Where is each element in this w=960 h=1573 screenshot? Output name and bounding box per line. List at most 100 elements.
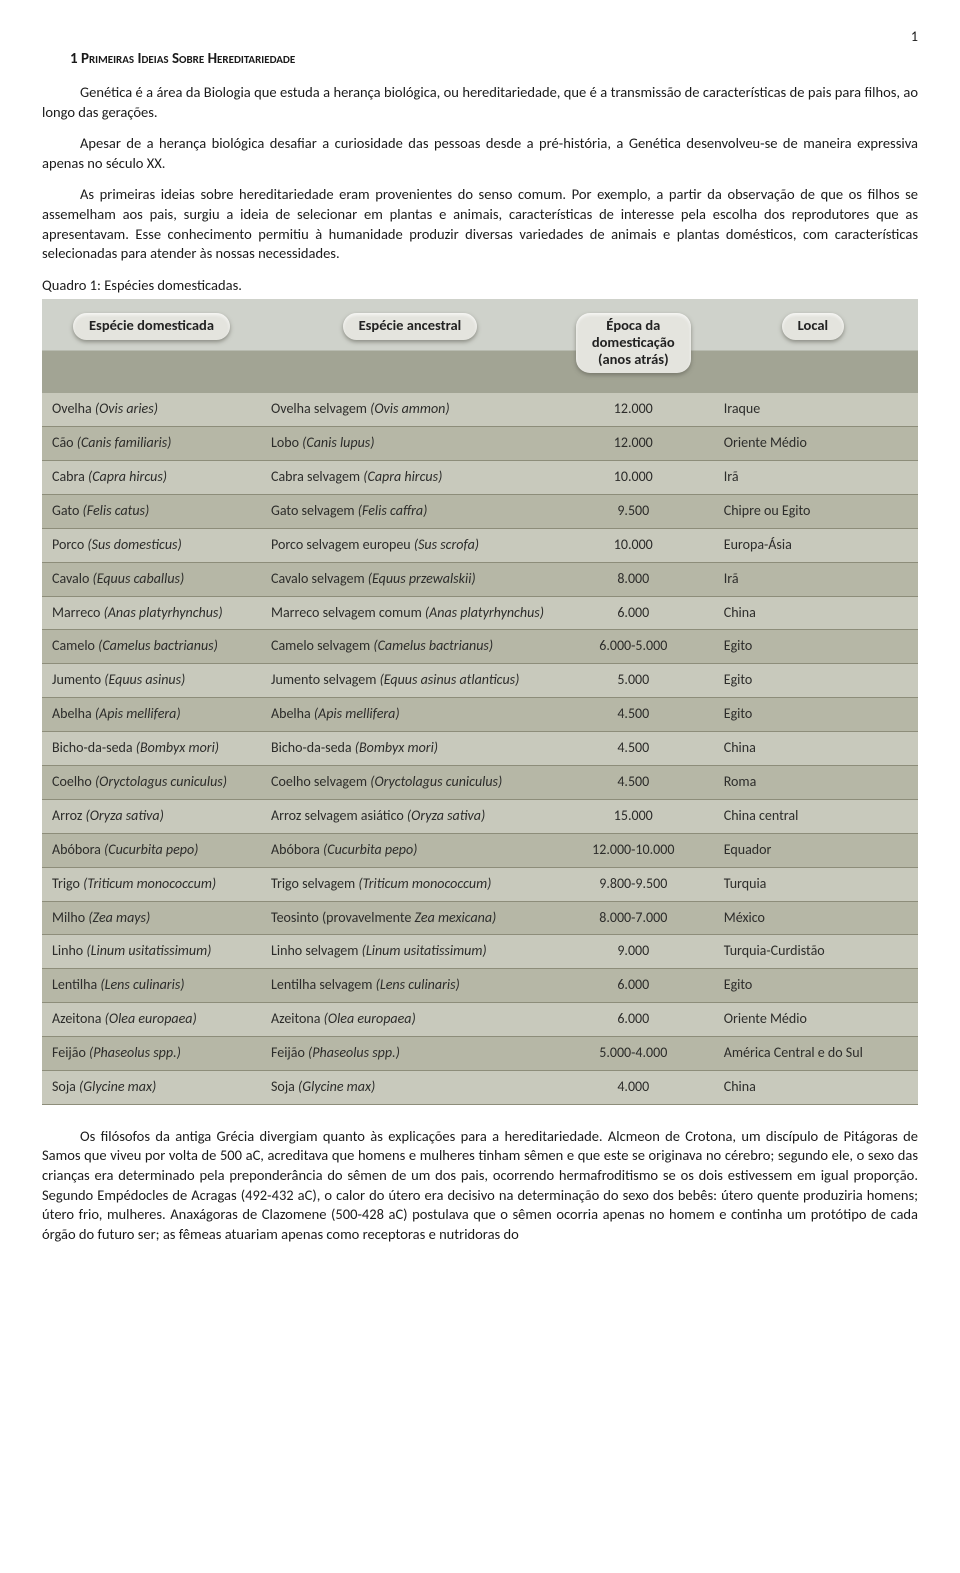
th-ancestral-label: Espécie ancestral: [359, 316, 462, 334]
cell-domesticada: Azeitona (Olea europaea): [42, 1003, 261, 1037]
cell-local: Egito: [708, 969, 918, 1003]
cell-local: China: [708, 596, 918, 630]
cell-domesticada: Bicho-da-seda (Bombyx mori): [42, 732, 261, 766]
cell-ancestral: Bicho-da-seda (Bombyx mori): [261, 732, 559, 766]
cell-ancestral: Ovelha selvagem (Ovis ammon): [261, 393, 559, 426]
table-row: Arroz (Oryza sativa)Arroz selvagem asiát…: [42, 799, 918, 833]
species-table: Espécie domesticada Espécie ancestral Ép…: [42, 299, 918, 1105]
cell-local: Egito: [708, 630, 918, 664]
cell-ancestral: Feijão (Phaseolus spp.): [261, 1037, 559, 1071]
cell-local: Irã: [708, 562, 918, 596]
table-row: Milho (Zea mays)Teosinto (provavelmente …: [42, 901, 918, 935]
table-row: Cavalo (Equus caballus)Cavalo selvagem (…: [42, 562, 918, 596]
cell-domesticada: Linho (Linum usitatissimum): [42, 935, 261, 969]
cell-epoca: 12.000-10.000: [559, 833, 708, 867]
cell-local: Roma: [708, 766, 918, 800]
cell-local: Oriente Médio: [708, 427, 918, 461]
cell-ancestral: Teosinto (provavelmente Zea mexicana): [261, 901, 559, 935]
cell-local: Equador: [708, 833, 918, 867]
cell-ancestral: Abelha (Apis mellifera): [261, 698, 559, 732]
cell-domesticada: Lentilha (Lens culinaris): [42, 969, 261, 1003]
cell-ancestral: Marreco selvagem comum (Anas platyrhynch…: [261, 596, 559, 630]
cell-local: Iraque: [708, 393, 918, 426]
table-row: Marreco (Anas platyrhynchus)Marreco selv…: [42, 596, 918, 630]
cell-ancestral: Camelo selvagem (Camelus bactrianus): [261, 630, 559, 664]
cell-epoca: 6.000: [559, 596, 708, 630]
cell-ancestral: Azeitona (Olea europaea): [261, 1003, 559, 1037]
table-row: Trigo (Triticum monococcum)Trigo selvage…: [42, 867, 918, 901]
cell-epoca: 4.500: [559, 766, 708, 800]
th-local: Local: [708, 299, 918, 393]
cell-ancestral: Jumento selvagem (Equus asinus atlanticu…: [261, 664, 559, 698]
cell-epoca: 9.800-9.500: [559, 867, 708, 901]
th-epoca-label-2: domesticação: [592, 333, 675, 351]
cell-ancestral: Cavalo selvagem (Equus przewalskii): [261, 562, 559, 596]
cell-epoca: 9.500: [559, 494, 708, 528]
cell-domesticada: Cavalo (Equus caballus): [42, 562, 261, 596]
th-domesticada-label: Espécie domesticada: [89, 316, 214, 334]
cell-domesticada: Abóbora (Cucurbita pepo): [42, 833, 261, 867]
cell-ancestral: Soja (Glycine max): [261, 1071, 559, 1105]
paragraph-1: Genética é a área da Biologia que estuda…: [42, 83, 918, 122]
cell-local: China: [708, 732, 918, 766]
cell-ancestral: Porco selvagem europeu (Sus scrofa): [261, 528, 559, 562]
th-domesticada: Espécie domesticada: [42, 299, 261, 393]
table-row: Feijão (Phaseolus spp.)Feijão (Phaseolus…: [42, 1037, 918, 1071]
cell-domesticada: Milho (Zea mays): [42, 901, 261, 935]
cell-ancestral: Arroz selvagem asiático (Oryza sativa): [261, 799, 559, 833]
cell-domesticada: Abelha (Apis mellifera): [42, 698, 261, 732]
table-row: Linho (Linum usitatissimum)Linho selvage…: [42, 935, 918, 969]
cell-local: China central: [708, 799, 918, 833]
table-row: Azeitona (Olea europaea)Azeitona (Olea e…: [42, 1003, 918, 1037]
cell-domesticada: Porco (Sus domesticus): [42, 528, 261, 562]
cell-epoca: 15.000: [559, 799, 708, 833]
section-title: 1 Primeiras Ideias Sobre Hereditariedade: [70, 49, 918, 69]
cell-local: Chipre ou Egito: [708, 494, 918, 528]
cell-local: Turquia: [708, 867, 918, 901]
table-caption: Quadro 1: Espécies domesticadas.: [42, 276, 918, 296]
cell-epoca: 9.000: [559, 935, 708, 969]
cell-local: México: [708, 901, 918, 935]
th-epoca-label-3: (anos atrás): [598, 350, 669, 368]
cell-epoca: 12.000: [559, 393, 708, 426]
table-row: Cão (Canis familiaris)Lobo (Canis lupus)…: [42, 427, 918, 461]
cell-ancestral: Cabra selvagem (Capra hircus): [261, 461, 559, 495]
table-row: Cabra (Capra hircus)Cabra selvagem (Capr…: [42, 461, 918, 495]
cell-domesticada: Gato (Felis catus): [42, 494, 261, 528]
cell-epoca: 6.000: [559, 969, 708, 1003]
cell-domesticada: Soja (Glycine max): [42, 1071, 261, 1105]
cell-domesticada: Camelo (Camelus bactrianus): [42, 630, 261, 664]
table-row: Soja (Glycine max)Soja (Glycine max)4.00…: [42, 1071, 918, 1105]
table-row: Bicho-da-seda (Bombyx mori)Bicho-da-seda…: [42, 732, 918, 766]
cell-epoca: 6.000-5.000: [559, 630, 708, 664]
paragraph-3: As primeiras ideias sobre hereditariedad…: [42, 185, 918, 263]
cell-ancestral: Lobo (Canis lupus): [261, 427, 559, 461]
table-row: Abelha (Apis mellifera)Abelha (Apis mell…: [42, 698, 918, 732]
th-epoca-label-1: Época da: [606, 316, 660, 334]
cell-local: China: [708, 1071, 918, 1105]
cell-epoca: 5.000-4.000: [559, 1037, 708, 1071]
table-row: Coelho (Oryctolagus cuniculus)Coelho sel…: [42, 766, 918, 800]
cell-domesticada: Marreco (Anas platyrhynchus): [42, 596, 261, 630]
th-ancestral: Espécie ancestral: [261, 299, 559, 393]
cell-epoca: 4.000: [559, 1071, 708, 1105]
th-epoca: Época da domesticação (anos atrás): [559, 299, 708, 393]
cell-ancestral: Trigo selvagem (Triticum monococcum): [261, 867, 559, 901]
cell-epoca: 8.000-7.000: [559, 901, 708, 935]
cell-epoca: 4.500: [559, 732, 708, 766]
cell-local: Turquia-Curdistão: [708, 935, 918, 969]
cell-domesticada: Trigo (Triticum monococcum): [42, 867, 261, 901]
table-row: Ovelha (Ovis aries)Ovelha selvagem (Ovis…: [42, 393, 918, 426]
cell-domesticada: Ovelha (Ovis aries): [42, 393, 261, 426]
table-row: Porco (Sus domesticus)Porco selvagem eur…: [42, 528, 918, 562]
cell-domesticada: Coelho (Oryctolagus cuniculus): [42, 766, 261, 800]
cell-domesticada: Arroz (Oryza sativa): [42, 799, 261, 833]
cell-domesticada: Feijão (Phaseolus spp.): [42, 1037, 261, 1071]
table-row: Abóbora (Cucurbita pepo)Abóbora (Cucurbi…: [42, 833, 918, 867]
table-row: Camelo (Camelus bactrianus)Camelo selvag…: [42, 630, 918, 664]
cell-ancestral: Abóbora (Cucurbita pepo): [261, 833, 559, 867]
paragraph-2: Apesar de a herança biológica desafiar a…: [42, 134, 918, 173]
cell-local: Irã: [708, 461, 918, 495]
cell-local: Europa-Ásia: [708, 528, 918, 562]
cell-epoca: 8.000: [559, 562, 708, 596]
